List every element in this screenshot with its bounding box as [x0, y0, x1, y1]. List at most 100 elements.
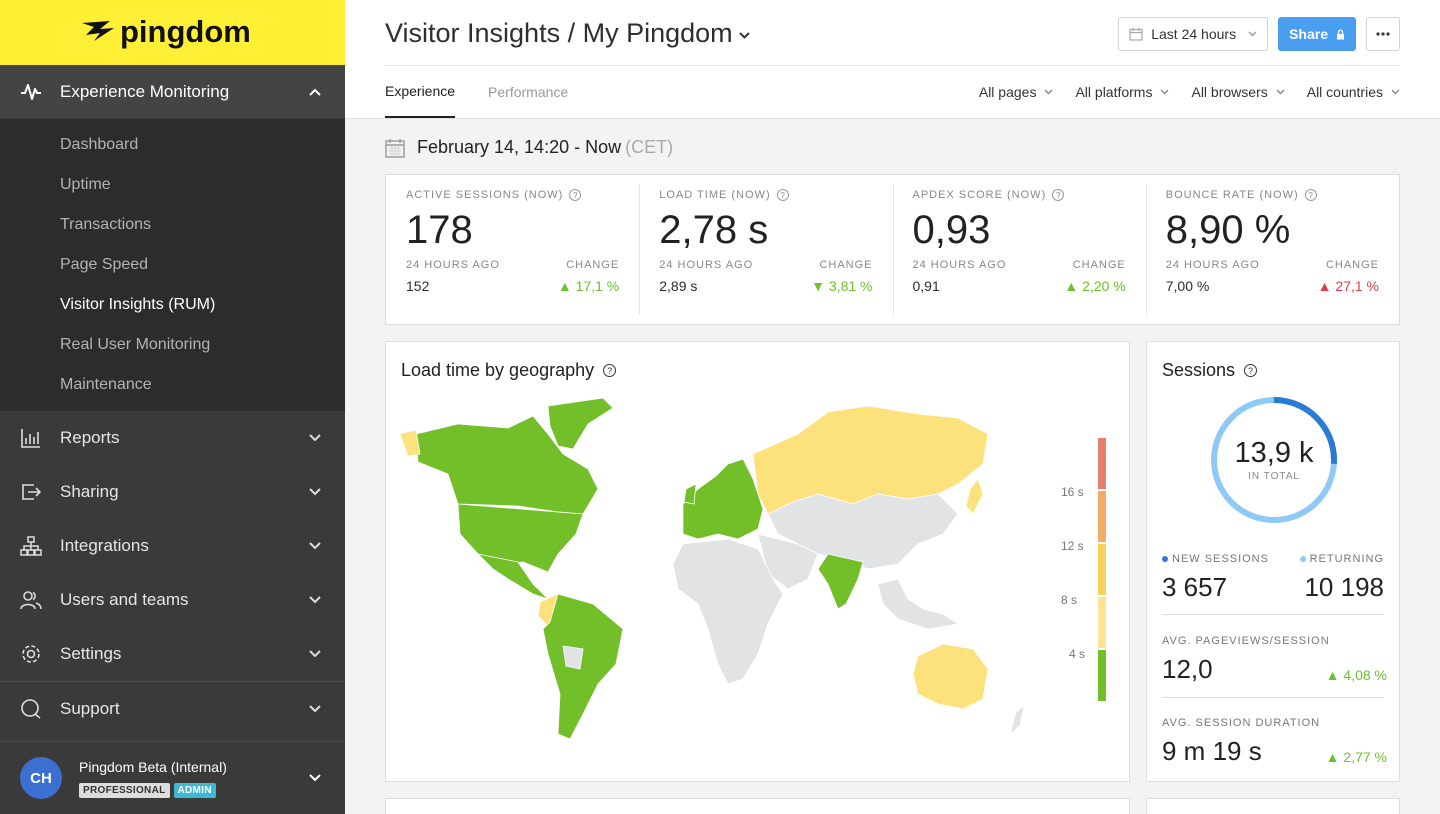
kpi-value: 8,90 % — [1165, 208, 1291, 252]
world-map[interactable] — [398, 394, 1048, 754]
sessions-card: Sessions ? 13,9 k IN TOTAL NEW SESSIONS … — [1146, 341, 1400, 782]
kpi-prev-label: 24 HOURS AGO — [659, 259, 754, 271]
sidebar-item-maintenance[interactable]: Maintenance — [60, 376, 152, 393]
new-sessions-label-text: NEW SESSIONS — [1172, 553, 1269, 565]
sidebar-item-support[interactable]: Support — [0, 681, 345, 735]
chevron-down-icon[interactable] — [305, 699, 325, 719]
chevron-down-icon[interactable] — [305, 768, 325, 788]
help-icon[interactable]: ? — [1244, 364, 1258, 377]
sidebar-item-settings[interactable]: Settings — [0, 627, 345, 681]
chevron-down-icon — [1160, 89, 1169, 95]
logo-text: pingdom — [120, 15, 251, 49]
chevron-down-icon[interactable] — [305, 590, 325, 610]
sidebar-item-uptime[interactable]: Uptime — [60, 176, 111, 193]
next-card-left — [385, 798, 1130, 814]
help-icon[interactable]: ? — [603, 364, 617, 377]
help-icon[interactable]: ? — [776, 189, 789, 201]
sidebar-item-users-and-teams[interactable]: Users and teams — [0, 573, 345, 627]
help-icon[interactable]: ? — [569, 189, 582, 201]
sidebar-item-label: Sharing — [60, 482, 119, 501]
pingdom-logo[interactable]: pingdom — [0, 0, 345, 65]
sidebar-item-label: Integrations — [60, 536, 149, 555]
map-region-mexico — [476, 553, 549, 600]
account-name: Pingdom Beta (Internal) — [79, 758, 227, 775]
help-icon[interactable]: ? — [1304, 189, 1317, 201]
divider — [1162, 697, 1384, 698]
new-sessions-value: 3 657 — [1162, 572, 1228, 602]
tab-performance[interactable]: Performance — [488, 84, 569, 100]
sidebar-item-label: Support — [60, 698, 120, 718]
kpi-value: 0,93 — [912, 208, 991, 252]
kpi-change: ▼ 3,81 % — [811, 278, 873, 294]
sidebar-item-real-user-monitoring[interactable]: Real User Monitoring — [60, 336, 211, 353]
returning-label-text: RETURNING — [1309, 553, 1384, 565]
filter-countries[interactable]: All countries — [1307, 66, 1400, 118]
map-legend-scale — [1098, 438, 1106, 703]
more-options-button[interactable] — [1366, 17, 1400, 51]
sidebar-item-visitor-insights[interactable]: Visitor Insights (RUM) — [60, 296, 216, 313]
kpi-change-label: CHANGE — [1325, 259, 1379, 271]
legend-label: 8 s — [1061, 593, 1078, 607]
period-header: February 14, 14:20 - Now (CET) — [385, 137, 673, 158]
sidebar-item-reports[interactable]: Reports — [0, 411, 345, 465]
sidebar-item-page-speed[interactable]: Page Speed — [60, 256, 149, 273]
sidebar-item-transactions[interactable]: Transactions — [60, 216, 151, 233]
kpi-change-label: CHANGE — [566, 259, 620, 271]
kpi-change: ▲ 2,20 % — [1064, 278, 1126, 294]
kpi-change-value: 3,81 % — [828, 278, 873, 294]
chevron-down-icon[interactable] — [305, 428, 325, 448]
kpi-value: 178 — [406, 208, 473, 252]
kpi-strip: ACTIVE SESSIONS (NOW)? 178 24 HOURS AGO C… — [385, 174, 1400, 325]
filter-browsers[interactable]: All browsers — [1191, 66, 1285, 118]
kpi-prev-value: 0,91 — [912, 278, 940, 294]
divider — [385, 65, 1400, 66]
share-button[interactable]: Share — [1278, 17, 1356, 51]
legend-swatch-slow — [1098, 491, 1106, 542]
share-icon — [22, 484, 42, 500]
pageviews-change: ▲ 4,08 % — [1325, 667, 1387, 683]
map-region-south-america — [542, 593, 624, 740]
kpi-change-value: 17,1 % — [575, 278, 620, 294]
map-region-uk — [683, 483, 697, 505]
role-badge: ADMIN — [173, 782, 216, 798]
filter-label: All countries — [1306, 84, 1383, 100]
geography-title: Load time by geography — [401, 360, 595, 380]
kpi-prev-label: 24 HOURS AGO — [912, 259, 1007, 271]
users-icon — [20, 591, 42, 610]
returning-value: 10 198 — [1304, 572, 1384, 602]
map-region-alaska-west — [399, 429, 421, 457]
avatar: CH — [20, 757, 62, 799]
account-switcher[interactable]: CH Pingdom Beta (Internal) PROFESSIONAL A… — [0, 741, 345, 814]
chevron-down-icon — [1276, 89, 1285, 95]
chevron-up-icon[interactable] — [305, 82, 325, 102]
help-icon[interactable]: ? — [1052, 189, 1065, 201]
legend-swatch-fast — [1098, 650, 1106, 701]
date-range-select[interactable]: Last 24 hours — [1118, 17, 1269, 51]
sidebar-item-sharing[interactable]: Sharing — [0, 465, 345, 519]
page-title[interactable]: Visitor Insights / My Pingdom — [385, 18, 750, 49]
kpi-prev-label: 24 HOURS AGO — [1165, 259, 1260, 271]
sessions-total: 13,9 k IN TOTAL — [1208, 437, 1340, 482]
sidebar-item-dashboard[interactable]: Dashboard — [60, 136, 139, 153]
pageviews-value: 12,0 — [1162, 654, 1213, 684]
kpi-prev-value: 152 — [406, 278, 430, 294]
chevron-down-icon — [1248, 31, 1257, 37]
filter-platforms[interactable]: All platforms — [1075, 66, 1169, 118]
kpi-label: ACTIVE SESSIONS (NOW) — [406, 189, 564, 201]
tab-experience[interactable]: Experience — [385, 66, 456, 118]
kpi-value: 2,78 s — [659, 208, 769, 252]
chat-icon — [21, 698, 41, 719]
sidebar-section-experience-monitoring[interactable]: Experience Monitoring — [0, 65, 345, 119]
plan-badge: PROFESSIONAL — [79, 782, 170, 798]
period-range: February 14, 14:20 - Now — [417, 137, 622, 157]
sidebar-item-integrations[interactable]: Integrations — [0, 519, 345, 573]
chevron-down-icon[interactable] — [305, 536, 325, 556]
map-region-india — [817, 553, 864, 610]
sidebar-item-label: Reports — [60, 428, 120, 447]
legend-swatch-moderate — [1098, 597, 1106, 648]
legend-swatch-slowest — [1098, 438, 1106, 489]
chevron-down-icon[interactable] — [305, 644, 325, 664]
chevron-down-icon[interactable] — [305, 482, 325, 502]
filter-pages[interactable]: All pages — [979, 66, 1054, 118]
kpi-label: BOUNCE RATE (NOW) — [1165, 189, 1299, 201]
